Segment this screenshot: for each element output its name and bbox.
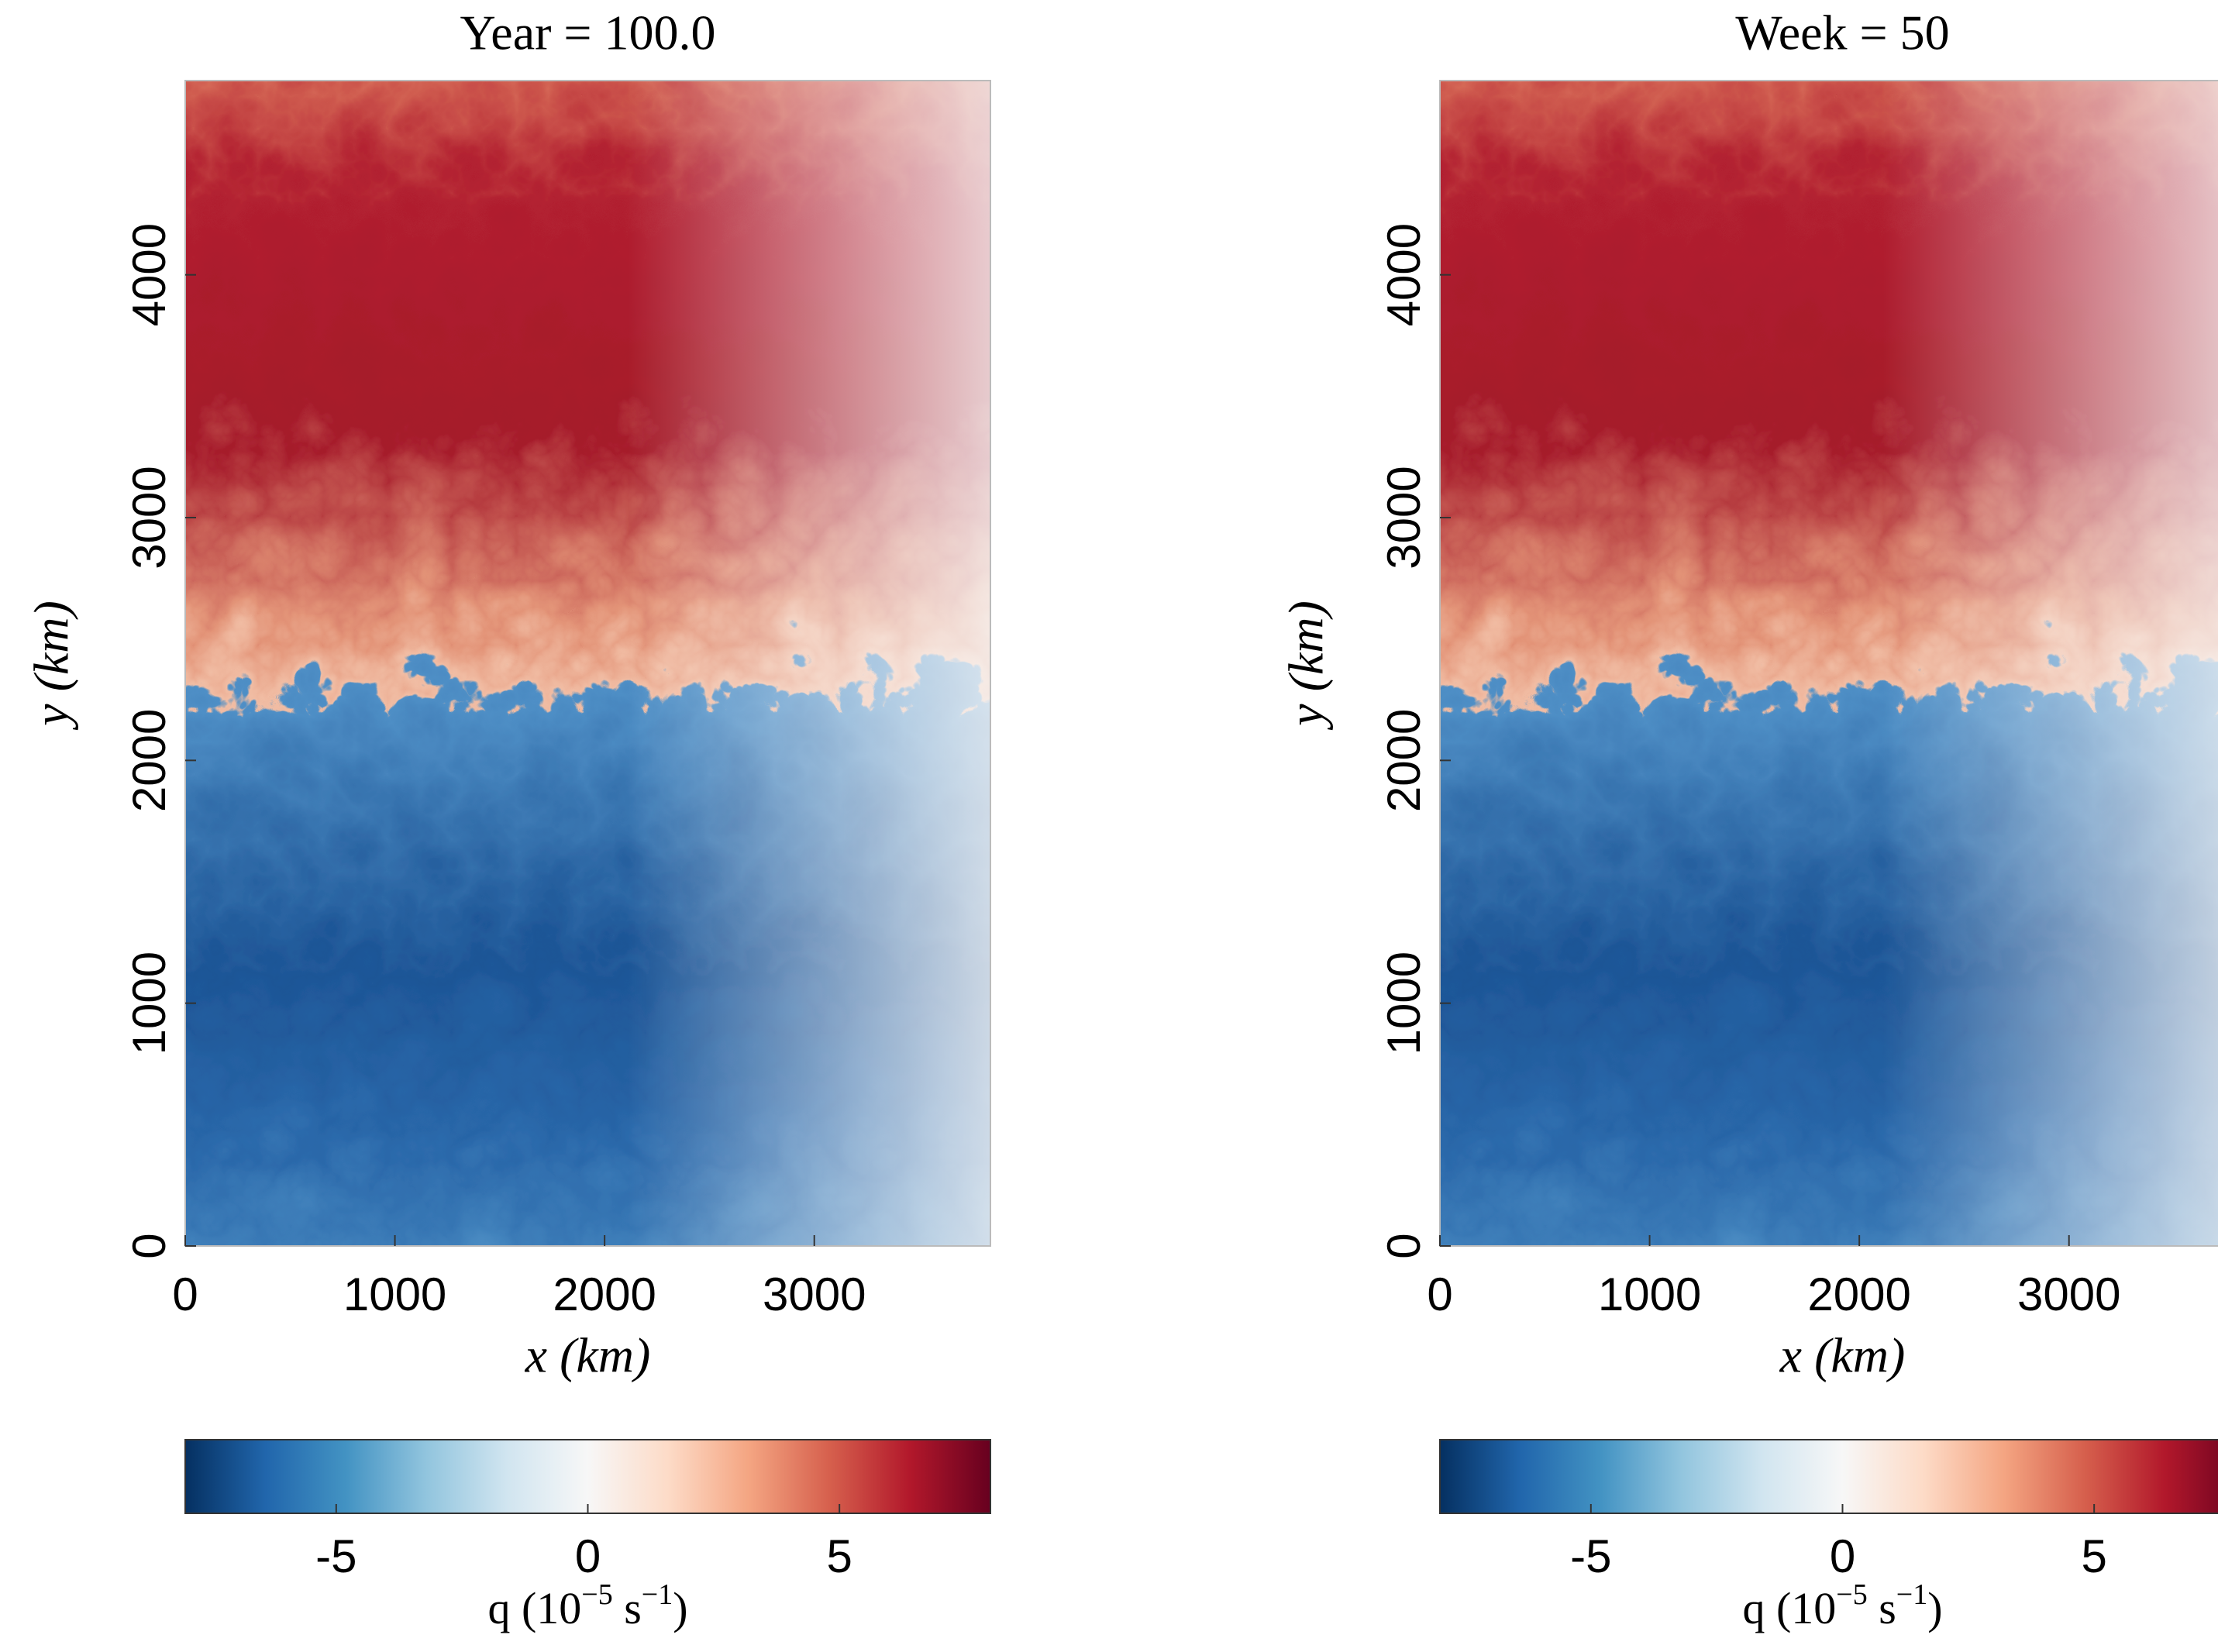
colorbar-label-part: −5 bbox=[581, 1578, 612, 1611]
colorbar-label: q (10−5 s−1) bbox=[1742, 1578, 1942, 1634]
x-tick-label: 3000 bbox=[763, 1268, 866, 1320]
colorbar-tick-label: 0 bbox=[575, 1530, 601, 1582]
x-axis-label: x (km) bbox=[1779, 1328, 1906, 1383]
y-tick-label: 1000 bbox=[123, 952, 175, 1055]
colorbar-label-part: q (10 bbox=[487, 1583, 581, 1633]
colorbar-label-part: −1 bbox=[642, 1578, 673, 1611]
colorbar bbox=[184, 1439, 991, 1514]
x-tick-label: 2000 bbox=[1807, 1268, 1910, 1320]
y-tick-label: 2000 bbox=[1378, 709, 1430, 812]
panel-title: Week = 50 bbox=[1735, 5, 1949, 60]
colorbar-tick-label: -5 bbox=[1570, 1530, 1611, 1582]
panel: Year = 100.0 0 1000 2000 3000 0 1000 2000 3000 40… bbox=[24, 5, 991, 1634]
colorbar-tick-label: 5 bbox=[2082, 1530, 2107, 1582]
x-tick-label: 0 bbox=[172, 1268, 198, 1320]
colorbar-tick-label: 5 bbox=[827, 1530, 852, 1582]
y-tick-label: 3000 bbox=[1378, 466, 1430, 569]
colorbar-label-part: −1 bbox=[1896, 1578, 1927, 1611]
y-tick-label: 3000 bbox=[123, 466, 175, 569]
x-tick-label: 3000 bbox=[2017, 1268, 2120, 1320]
y-tick-label: 1000 bbox=[1378, 952, 1430, 1055]
field bbox=[1440, 81, 2218, 1246]
colorbar-tick-label: -5 bbox=[315, 1530, 356, 1582]
colorbar-label-part: q (10 bbox=[1742, 1583, 1836, 1633]
panel-title: Year = 100.0 bbox=[460, 5, 715, 60]
panel: Week = 50 0 1000 2000 3000 0 1000 2000 3000 4000 x… bbox=[1279, 5, 2218, 1634]
y-tick-label: 2000 bbox=[123, 709, 175, 812]
y-tick-label: 4000 bbox=[1378, 223, 1430, 326]
x-tick-label: 0 bbox=[1427, 1268, 1452, 1320]
colorbar-label-part: s bbox=[613, 1583, 642, 1633]
x-tick-label: 1000 bbox=[1598, 1268, 1701, 1320]
colorbar-label-part: s bbox=[1868, 1583, 1896, 1633]
plot-frame bbox=[1439, 80, 2218, 1247]
y-tick-label: 4000 bbox=[123, 223, 175, 326]
y-axis-label: y (km) bbox=[24, 601, 79, 731]
y-tick-label: 0 bbox=[1378, 1233, 1430, 1258]
y-axis-label: y (km) bbox=[1279, 601, 1334, 731]
field bbox=[185, 81, 990, 1246]
x-tick-label: 1000 bbox=[343, 1268, 446, 1320]
field-fade bbox=[1440, 81, 2218, 1246]
colorbar-tick-label: 0 bbox=[1830, 1530, 1855, 1582]
colorbar-label-part: ) bbox=[1927, 1583, 1942, 1633]
colorbar bbox=[1439, 1439, 2218, 1514]
colorbar-label-part: ) bbox=[673, 1583, 687, 1633]
colorbar-label-part: −5 bbox=[1836, 1578, 1867, 1611]
x-tick-label: 2000 bbox=[553, 1268, 656, 1320]
plot-frame bbox=[184, 80, 991, 1247]
colorbar-label: q (10−5 s−1) bbox=[487, 1578, 687, 1634]
x-axis-label: x (km) bbox=[525, 1328, 651, 1383]
field-fade bbox=[185, 81, 990, 1246]
y-tick-label: 0 bbox=[123, 1233, 175, 1258]
